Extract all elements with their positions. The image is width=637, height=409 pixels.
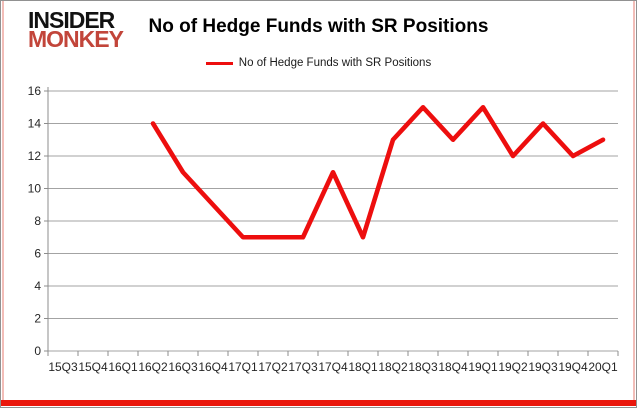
series-line <box>150 104 606 240</box>
y-tick-label: 14 <box>28 117 42 131</box>
legend: No of Hedge Funds with SR Positions <box>1 57 636 69</box>
y-tick-label: 8 <box>34 214 41 228</box>
x-tick-label: 17Q2 <box>258 360 288 374</box>
logo-line2: MONKEY <box>28 26 124 52</box>
insider-monkey-logo: INSIDER MONKEY <box>28 7 124 52</box>
x-tick-label: 16Q4 <box>198 360 228 374</box>
legend-label: No of Hedge Funds with SR Positions <box>238 57 432 69</box>
y-tick-label: 6 <box>34 247 41 261</box>
frame-accent-right <box>633 1 635 401</box>
x-tick-label: 18Q4 <box>438 360 468 374</box>
x-tick-label: 19Q4 <box>558 360 588 374</box>
frame-accent-left <box>2 1 4 401</box>
legend-line-marker <box>205 61 233 65</box>
x-tick-label: 18Q1 <box>348 360 378 374</box>
x-tick-label: 15Q3 <box>48 360 78 374</box>
x-tick-label: 16Q2 <box>138 360 168 374</box>
logo-line1: INSIDER <box>28 7 115 33</box>
x-tick-label: 17Q1 <box>228 360 258 374</box>
y-tick-label: 12 <box>28 149 42 163</box>
y-tick-label: 10 <box>28 182 42 196</box>
chart-title: No of Hedge Funds with SR Positions <box>148 16 489 37</box>
y-tick-label: 16 <box>28 84 42 98</box>
x-tick-label: 15Q4 <box>78 360 108 374</box>
y-tick-label: 4 <box>34 279 41 293</box>
x-tick-label: 18Q2 <box>378 360 408 374</box>
x-tick-label: 20Q1 <box>588 360 618 374</box>
x-tick-label: 19Q3 <box>528 360 558 374</box>
x-tick-label: 19Q2 <box>498 360 528 374</box>
x-tick-label: 16Q3 <box>168 360 198 374</box>
x-tick-label: 18Q3 <box>408 360 438 374</box>
frame-accent-bottom <box>1 400 636 406</box>
x-tick-label: 17Q3 <box>288 360 318 374</box>
x-tick-label: 16Q1 <box>108 360 138 374</box>
y-tick-label: 0 <box>34 344 41 358</box>
y-tick-label: 2 <box>34 312 41 326</box>
x-tick-label: 17Q4 <box>318 360 348 374</box>
x-tick-label: 19Q1 <box>468 360 498 374</box>
